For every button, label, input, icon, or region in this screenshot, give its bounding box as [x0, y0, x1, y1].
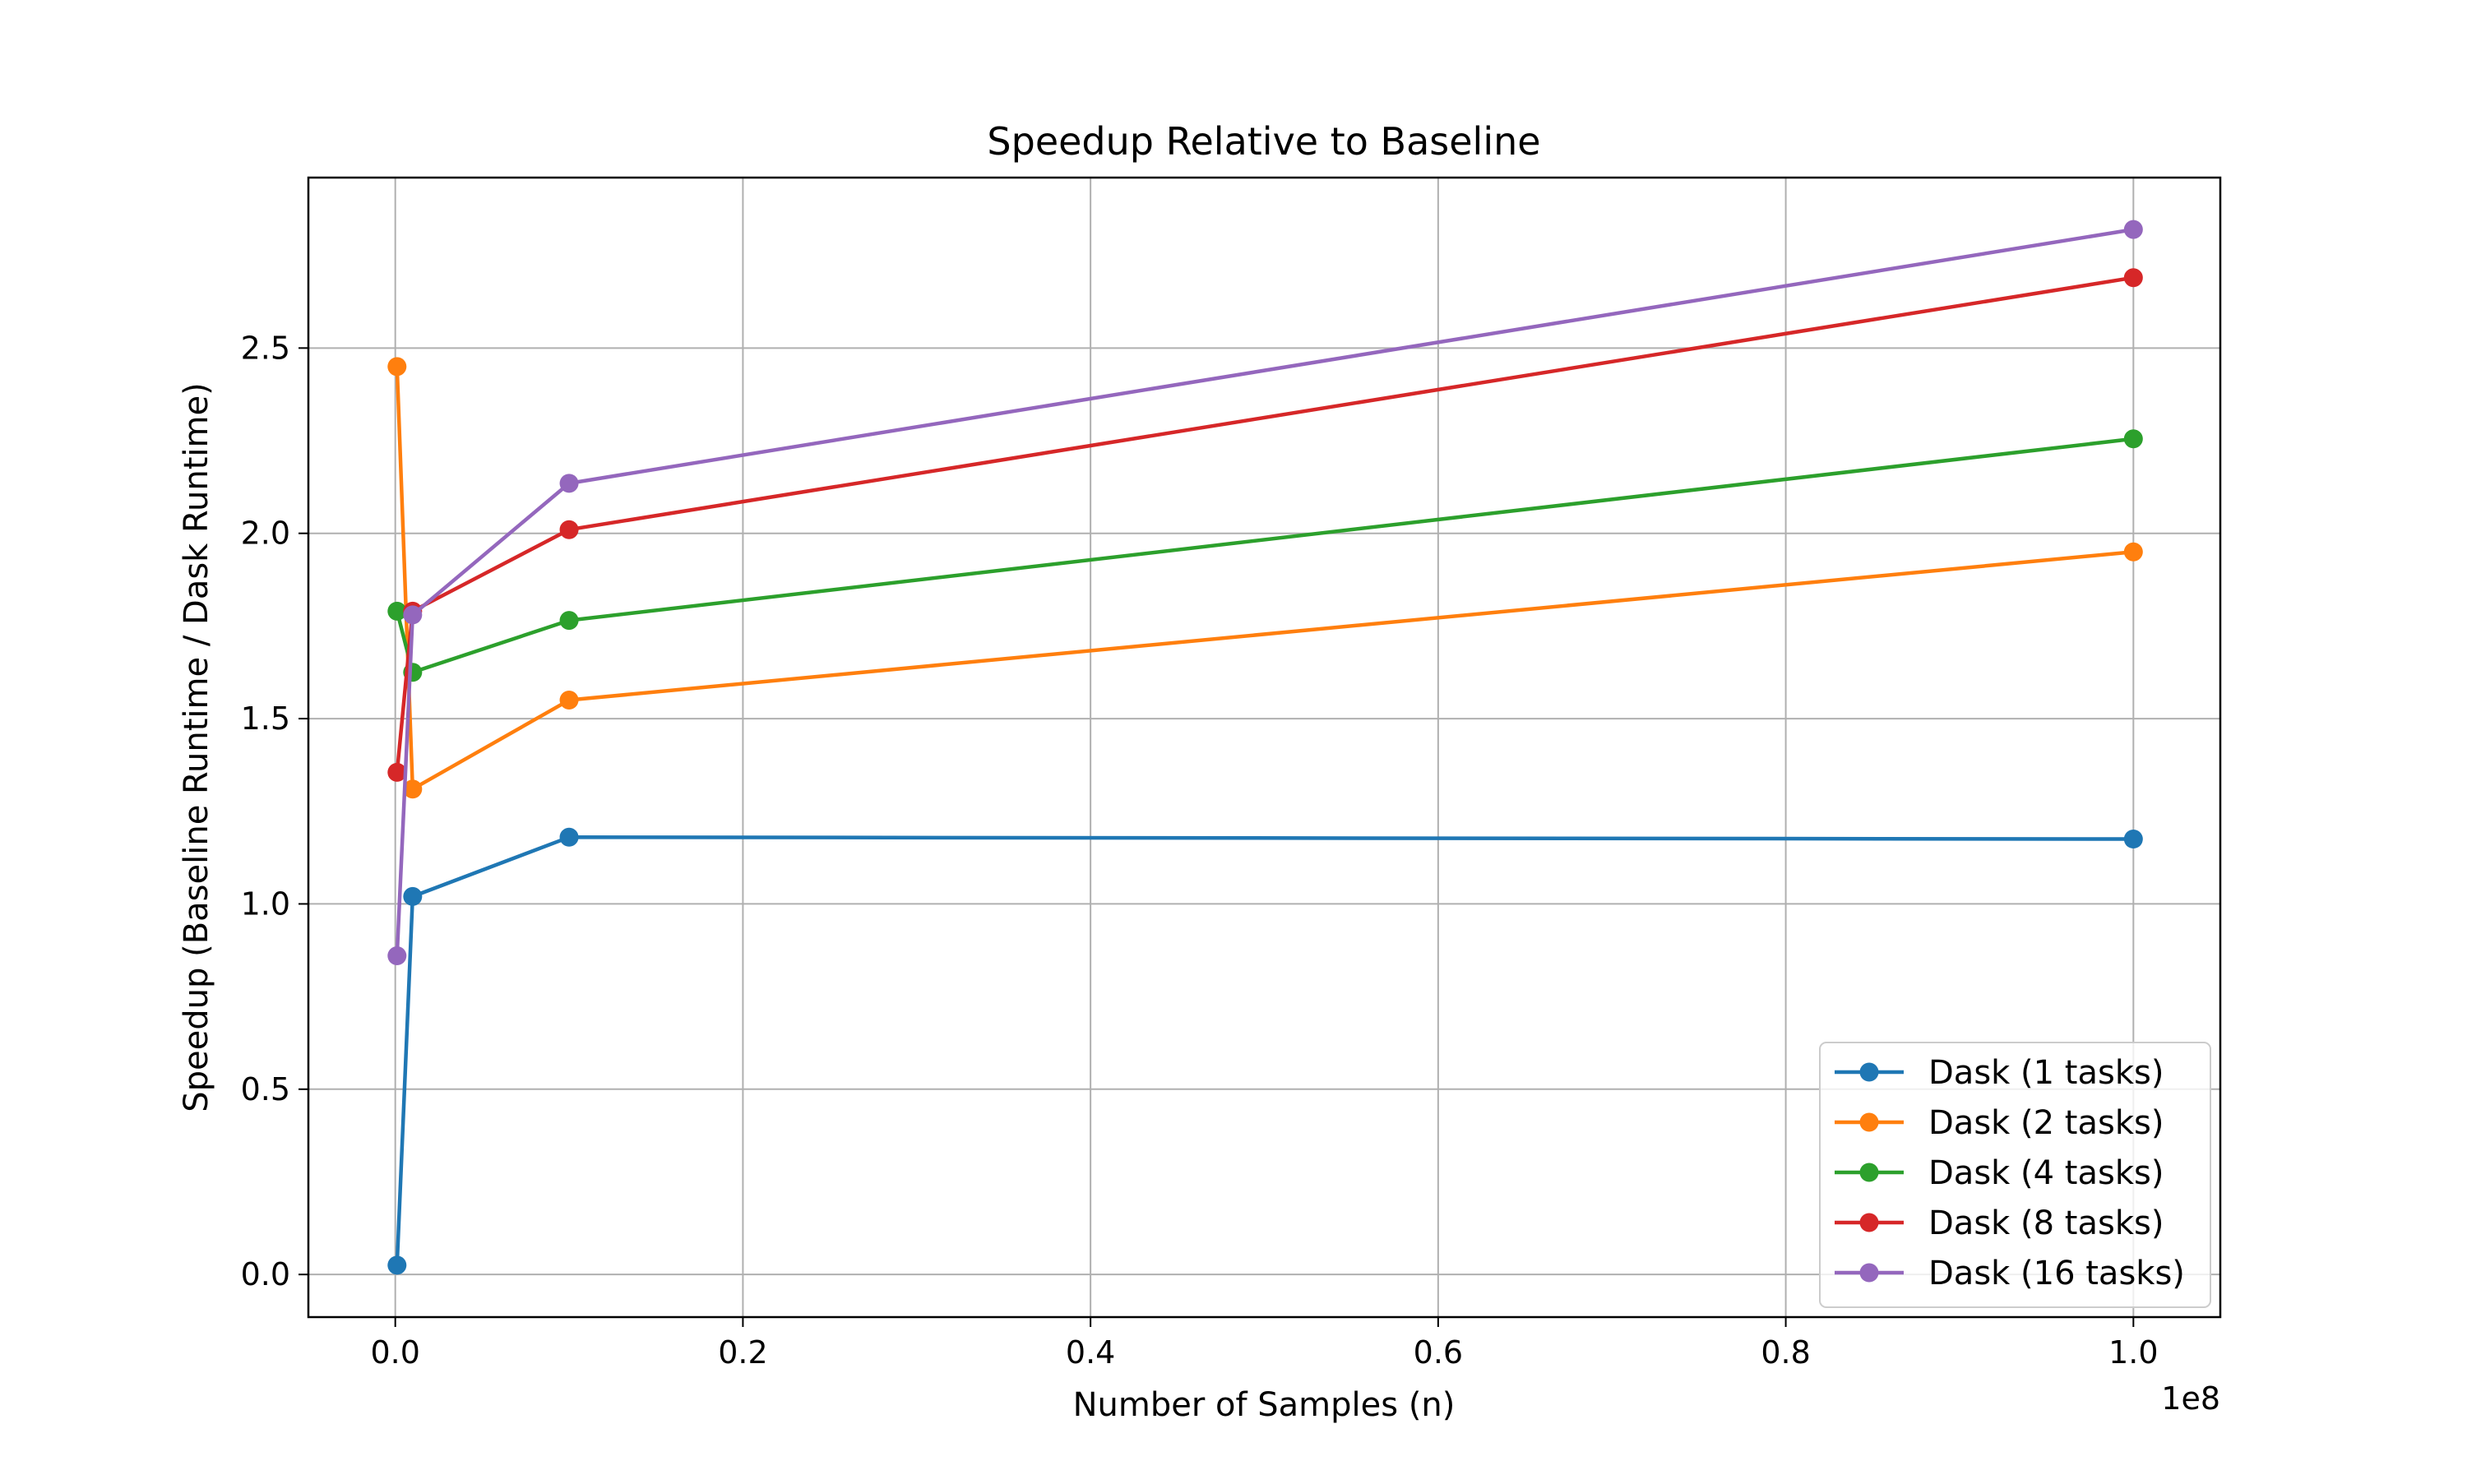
legend-marker — [1859, 1062, 1879, 1082]
legend-label: Dask (2 tasks) — [1928, 1104, 2164, 1142]
data-point — [2123, 542, 2143, 562]
data-point — [559, 474, 579, 493]
data-point — [403, 886, 423, 906]
legend-marker — [1859, 1213, 1879, 1232]
chart-title: Speedup Relative to Baseline — [987, 119, 1540, 164]
series-line — [395, 366, 2134, 791]
legend-item: Dask (4 tasks) — [1835, 1154, 2164, 1192]
y-tick-label: 2.5 — [241, 330, 290, 366]
legend-label: Dask (4 tasks) — [1928, 1154, 2164, 1192]
data-point — [2123, 220, 2143, 239]
series-1 — [387, 827, 2143, 1275]
legend-item: Dask (16 tasks) — [1835, 1255, 2185, 1292]
series-group — [387, 220, 2143, 1275]
plot-frame — [307, 176, 2222, 1319]
data-point — [403, 605, 423, 625]
data-point — [387, 946, 407, 966]
x-axis-offset-label: 1e8 — [2161, 1380, 2220, 1417]
legend-item: Dask (8 tasks) — [1835, 1204, 2164, 1242]
series-line — [395, 835, 2134, 1265]
legend-marker — [1859, 1112, 1879, 1132]
x-tick-label: 0.6 — [1414, 1334, 1463, 1371]
y-tick-label: 1.0 — [241, 885, 290, 922]
series-line — [395, 437, 2134, 674]
data-point — [2123, 429, 2143, 449]
y-tick-label: 0.0 — [241, 1256, 290, 1292]
legend-marker — [1859, 1263, 1879, 1283]
data-point — [387, 601, 407, 621]
data-point — [387, 1255, 407, 1275]
series-2 — [387, 357, 2143, 799]
legend-item: Dask (1 tasks) — [1835, 1054, 2164, 1092]
x-tick-label: 1.0 — [2108, 1334, 2158, 1371]
axis-ticks: 0.0 0.2 0.4 0.6 0.8 1.0 0.0 0.5 1.0 1.5 2.0 2.5 — [241, 330, 2159, 1371]
legend-label: Dask (1 tasks) — [1928, 1054, 2164, 1092]
legend-item: Dask (2 tasks) — [1835, 1104, 2164, 1142]
data-point — [559, 691, 579, 710]
data-point — [559, 520, 579, 539]
x-tick-label: 0.2 — [718, 1334, 767, 1371]
data-point — [559, 611, 579, 631]
x-axis-label: Number of Samples (n) — [1073, 1386, 1456, 1424]
data-point — [559, 827, 579, 847]
y-tick-label: 2.0 — [241, 515, 290, 552]
x-tick-label: 0.4 — [1066, 1334, 1115, 1371]
y-tick-label: 1.5 — [241, 700, 290, 737]
data-point — [2123, 268, 2143, 288]
legend-box — [1819, 1042, 2211, 1308]
data-point — [2123, 830, 2143, 849]
data-point — [387, 762, 407, 782]
data-point — [387, 357, 407, 377]
x-tick-label: 0.0 — [370, 1334, 419, 1371]
legend: Dask (1 tasks) Dask (2 tasks) Dask (4 task… — [1819, 1042, 2211, 1308]
y-axis-label: Speedup (Baseline Runtime / Dask Runtime… — [178, 382, 215, 1112]
legend-marker — [1859, 1163, 1879, 1182]
series-5 — [387, 220, 2143, 966]
legend-label: Dask (8 tasks) — [1928, 1204, 2164, 1242]
y-tick-label: 0.5 — [241, 1071, 290, 1107]
series-line — [395, 275, 2134, 773]
series-line — [395, 227, 2134, 956]
data-point — [403, 779, 423, 799]
legend-label: Dask (16 tasks) — [1928, 1255, 2185, 1292]
x-tick-label: 0.8 — [1761, 1334, 1810, 1371]
